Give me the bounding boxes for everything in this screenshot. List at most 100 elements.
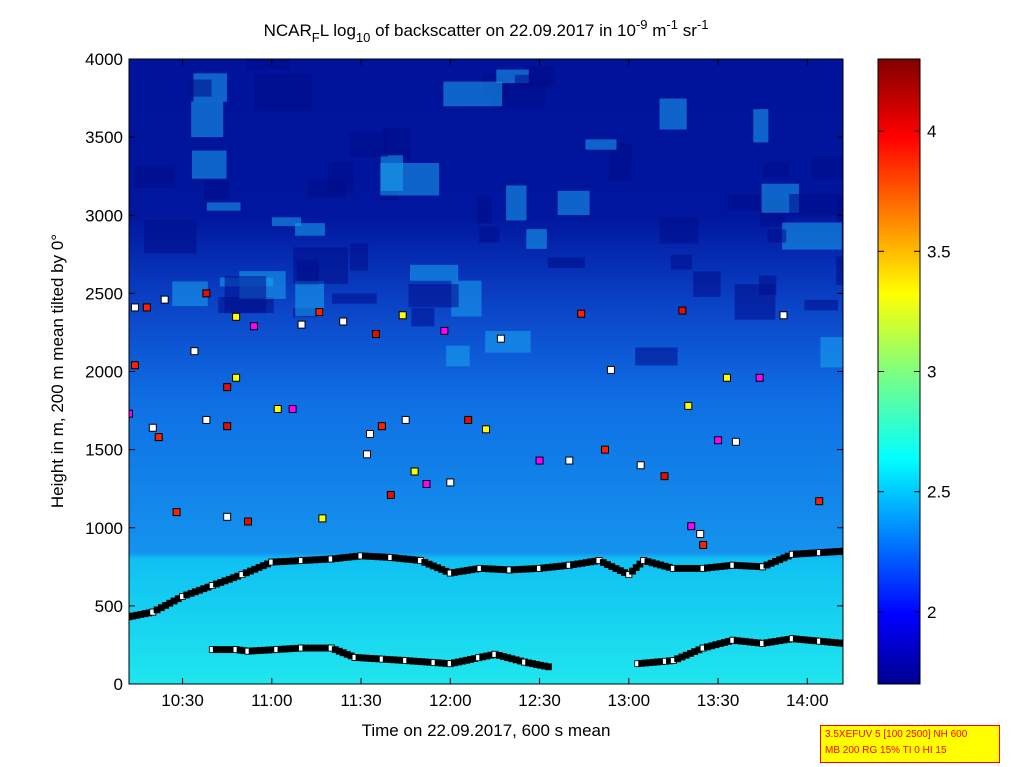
info-line-1: 3.5XEFUV 5 [100 2500] NH 600 [825,729,968,740]
data-markers [129,289,843,671]
field-patch [753,109,769,143]
field-patch [446,345,470,367]
field-patch [349,131,389,157]
colorbar [877,58,921,685]
scatter-marker [154,433,163,442]
scatter-marker [297,320,306,329]
field-patch [693,271,721,297]
plot-area [129,59,843,684]
y-tick-label: 500 [95,597,123,616]
field-patch [191,101,224,138]
scatter-marker [244,517,252,526]
colorbar-ticks: 2 2.5 3 3.5 4 [878,122,951,622]
processing-info-box: 3.5XEFUV 5 [100 2500] NH 600 MB 200 RG 1… [820,725,1000,763]
scatter-marker [660,472,669,481]
field-patch [293,247,349,284]
field-patch [670,254,692,270]
y-tick-label: 2500 [85,284,123,303]
scatter-marker [815,497,824,506]
scatter-marker [687,522,696,531]
field-patch [443,81,503,107]
field-patch [143,220,197,254]
scatter-marker [482,425,490,434]
field-patch [635,347,678,366]
x-tick-label: 11:00 [251,691,292,710]
field-patch [380,163,440,196]
scatter-marker [401,415,410,424]
field-patch [804,299,838,311]
scatter-marker [577,309,586,318]
field-patch [514,74,551,88]
scatter-marker [232,312,241,321]
boundary-marker [636,560,644,568]
field-patch [254,74,313,112]
scatter-marker [288,405,297,413]
field-patch [659,217,699,244]
field-patch [295,223,325,236]
scatter-marker [365,430,374,438]
field-patch [476,196,493,224]
y-tick-label: 2000 [85,363,123,382]
scatter-marker [565,456,574,465]
field-patch [767,229,787,243]
field-patch [172,281,208,307]
field-patch [585,139,617,150]
field-patch [332,293,377,304]
scatter-marker [422,480,431,488]
field-patch [411,308,435,327]
field-patch [203,180,229,201]
scatter-marker [410,467,419,476]
y-tick-label: 1000 [85,519,123,538]
scatter-marker [172,508,181,517]
x-axis: 10:30 11:00 11:30 12:00 12:30 13:00 13:30 14:00 [161,59,829,710]
field-patch [557,190,590,216]
scatter-marker [363,450,371,459]
x-tick-label: 11:30 [340,691,381,710]
x-tick-label: 12:30 [518,691,561,710]
field-patch [763,162,790,178]
y-tick-label: 3000 [85,206,123,225]
field-patch [134,166,176,189]
scatter-marker [129,409,133,418]
x-tick-label: 14:00 [786,691,829,710]
scatter-marker [223,512,232,521]
boundary-marker [839,639,843,647]
scatter-marker [535,456,544,465]
scatter-marker [142,303,151,312]
field-patch [526,229,547,249]
y-tick-label: 4000 [85,50,123,69]
scatter-marker [318,514,327,523]
scatter-marker [315,308,324,317]
scatter-marker [496,334,505,343]
scatter-marker [386,490,395,499]
x-tick-label: 13:30 [697,691,740,710]
colorbar-tick-label: 2.5 [927,483,951,502]
scatter-marker [130,361,139,370]
field-patch [782,222,842,250]
field-patch [485,330,531,353]
info-line-2: MB 200 RG 15% TI 0 HI 15 [825,745,947,756]
boundary-marker [625,571,633,579]
field-patch [246,59,290,70]
scatter-marker [160,295,169,304]
field-patch [608,143,632,181]
field-patch [659,98,687,130]
y-axis-label: Height in m, 200 m mean tilted by 0° [48,234,67,508]
field-patch [836,256,843,285]
upper-level-patches [134,59,843,368]
field-patch [409,264,459,281]
scatter-marker [678,306,687,315]
field-patch [789,193,843,216]
colorbar-tick-label: 4 [927,122,936,141]
scatter-marker [636,461,645,470]
scatter-marker [699,540,708,549]
field-patch [408,284,459,308]
field-patch [328,162,354,193]
scatter-marker [696,530,705,538]
scatter-marker [755,373,764,382]
scatter-marker [440,326,449,335]
y-tick-label: 3500 [85,128,123,147]
field-patch [224,276,267,314]
scatter-marker [398,311,407,320]
